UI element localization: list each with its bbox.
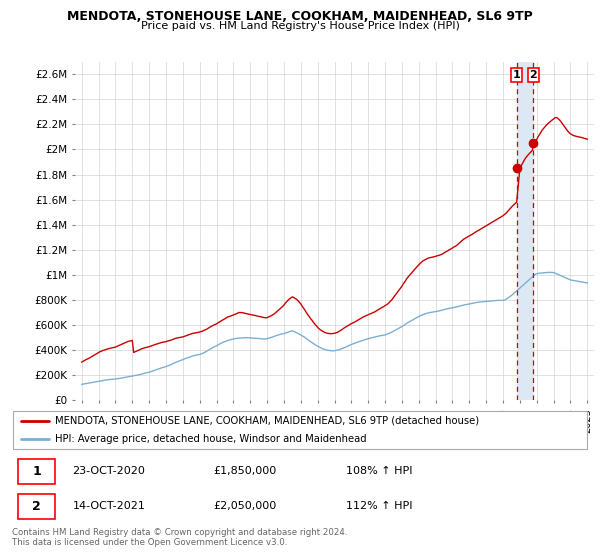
Text: MENDOTA, STONEHOUSE LANE, COOKHAM, MAIDENHEAD, SL6 9TP: MENDOTA, STONEHOUSE LANE, COOKHAM, MAIDE… (67, 10, 533, 23)
Text: MENDOTA, STONEHOUSE LANE, COOKHAM, MAIDENHEAD, SL6 9TP (detached house): MENDOTA, STONEHOUSE LANE, COOKHAM, MAIDE… (55, 416, 479, 426)
Text: 2: 2 (32, 500, 41, 512)
Text: 112% ↑ HPI: 112% ↑ HPI (346, 501, 413, 511)
FancyBboxPatch shape (18, 493, 55, 519)
Text: £2,050,000: £2,050,000 (214, 501, 277, 511)
Text: 14-OCT-2021: 14-OCT-2021 (73, 501, 145, 511)
FancyBboxPatch shape (13, 411, 587, 449)
Text: Price paid vs. HM Land Registry's House Price Index (HPI): Price paid vs. HM Land Registry's House … (140, 21, 460, 31)
Text: Contains HM Land Registry data © Crown copyright and database right 2024.
This d: Contains HM Land Registry data © Crown c… (12, 528, 347, 547)
Text: 2: 2 (529, 70, 537, 80)
Text: 1: 1 (513, 70, 521, 80)
Text: £1,850,000: £1,850,000 (214, 466, 277, 476)
Text: HPI: Average price, detached house, Windsor and Maidenhead: HPI: Average price, detached house, Wind… (55, 434, 367, 444)
Text: 23-OCT-2020: 23-OCT-2020 (73, 466, 145, 476)
FancyBboxPatch shape (18, 459, 55, 484)
Bar (517, 62, 533, 400)
Text: 1: 1 (32, 465, 41, 478)
Text: 108% ↑ HPI: 108% ↑ HPI (346, 466, 413, 476)
